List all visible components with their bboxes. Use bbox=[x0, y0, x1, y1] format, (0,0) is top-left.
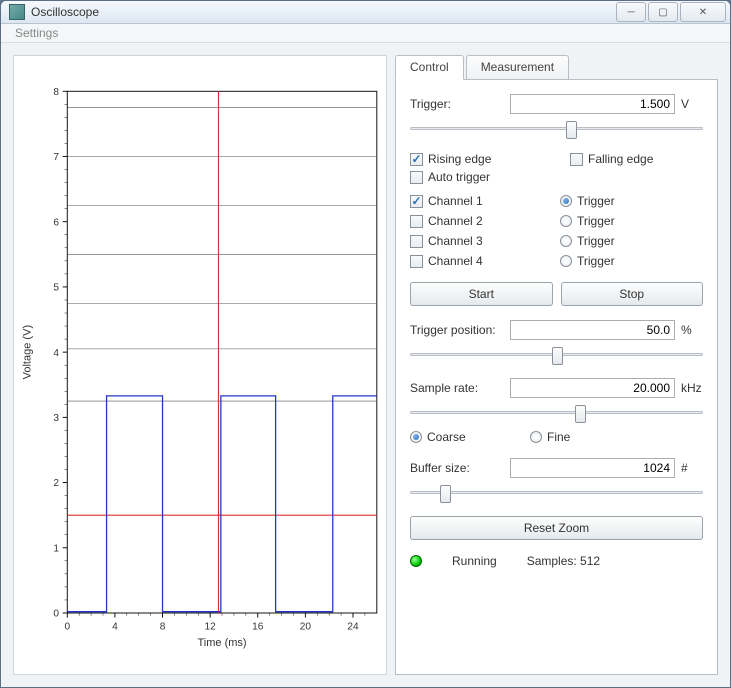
buffer-slider[interactable] bbox=[410, 482, 703, 502]
window-title: Oscilloscope bbox=[31, 5, 614, 19]
stop-button[interactable]: Stop bbox=[561, 282, 704, 306]
trigger-ch3-radio[interactable]: Trigger bbox=[560, 234, 670, 248]
svg-text:4: 4 bbox=[53, 348, 59, 359]
svg-text:4: 4 bbox=[112, 622, 118, 633]
auto-trigger-label: Auto trigger bbox=[428, 170, 490, 184]
minimize-button[interactable]: ─ bbox=[616, 2, 646, 22]
oscilloscope-plot[interactable]: 01234567804812162024Time (ms)Voltage (V) bbox=[13, 55, 387, 675]
menubar: Settings bbox=[1, 24, 730, 43]
channel-3-checkbox[interactable]: Channel 3 bbox=[410, 234, 520, 248]
application-window: Oscilloscope ─ ▢ ✕ Settings 012345678048… bbox=[0, 0, 731, 688]
channel-2-checkbox[interactable]: Channel 2 bbox=[410, 214, 520, 228]
tab-control[interactable]: Control bbox=[395, 55, 464, 80]
channel-trigger-column: Trigger Trigger Trigger Trigger bbox=[560, 194, 670, 268]
svg-text:0: 0 bbox=[64, 622, 70, 633]
trigpos-input[interactable] bbox=[510, 320, 675, 340]
running-led-icon bbox=[410, 555, 422, 567]
coarse-radio[interactable]: Coarse bbox=[410, 430, 480, 444]
tab-bar: Control Measurement bbox=[395, 55, 718, 79]
trigger-ch1-radio[interactable]: Trigger bbox=[560, 194, 670, 208]
svg-text:7: 7 bbox=[53, 152, 59, 163]
svg-text:16: 16 bbox=[252, 622, 264, 633]
falling-edge-label: Falling edge bbox=[588, 152, 653, 166]
close-button[interactable]: ✕ bbox=[680, 2, 726, 22]
svg-text:6: 6 bbox=[53, 217, 59, 228]
svg-text:1: 1 bbox=[53, 543, 59, 554]
svg-text:Voltage (V): Voltage (V) bbox=[22, 325, 34, 379]
rising-edge-checkbox[interactable]: Rising edge bbox=[410, 152, 520, 166]
falling-edge-checkbox[interactable]: Falling edge bbox=[570, 152, 680, 166]
channel-1-checkbox[interactable]: Channel 1 bbox=[410, 194, 520, 208]
samplerate-unit: kHz bbox=[675, 381, 703, 395]
samples-text: Samples: 512 bbox=[527, 554, 600, 568]
channel-4-checkbox[interactable]: Channel 4 bbox=[410, 254, 520, 268]
rising-edge-label: Rising edge bbox=[428, 152, 491, 166]
start-button[interactable]: Start bbox=[410, 282, 553, 306]
svg-text:12: 12 bbox=[205, 622, 217, 633]
content-area: 01234567804812162024Time (ms)Voltage (V)… bbox=[1, 43, 730, 687]
auto-trigger-checkbox[interactable]: Auto trigger bbox=[410, 170, 520, 184]
buffer-unit: # bbox=[675, 461, 703, 475]
maximize-button[interactable]: ▢ bbox=[648, 2, 678, 22]
tab-panel-control: Trigger: V Rising edge Falling edge Auto… bbox=[395, 79, 718, 675]
trigger-slider[interactable] bbox=[410, 118, 703, 138]
svg-text:24: 24 bbox=[347, 622, 359, 633]
trigpos-label: Trigger position: bbox=[410, 323, 510, 337]
reset-zoom-button[interactable]: Reset Zoom bbox=[410, 516, 703, 540]
trigger-input[interactable] bbox=[510, 94, 675, 114]
samplerate-label: Sample rate: bbox=[410, 381, 510, 395]
trigger-ch4-radio[interactable]: Trigger bbox=[560, 254, 670, 268]
status-text: Running bbox=[452, 554, 497, 568]
plot-svg: 01234567804812162024Time (ms)Voltage (V) bbox=[14, 56, 386, 674]
svg-text:0: 0 bbox=[53, 609, 59, 620]
svg-text:3: 3 bbox=[53, 413, 59, 424]
channel-enable-column: Channel 1 Channel 2 Channel 3 Channel 4 bbox=[410, 194, 520, 268]
samplerate-slider[interactable] bbox=[410, 402, 703, 422]
trigger-unit: V bbox=[675, 97, 703, 111]
menu-settings[interactable]: Settings bbox=[7, 24, 66, 42]
trigger-ch2-radio[interactable]: Trigger bbox=[560, 214, 670, 228]
svg-text:5: 5 bbox=[53, 283, 59, 294]
app-icon bbox=[9, 4, 25, 20]
trigger-label: Trigger: bbox=[410, 97, 510, 111]
svg-text:20: 20 bbox=[300, 622, 312, 633]
trigpos-slider[interactable] bbox=[410, 344, 703, 364]
buffer-input[interactable] bbox=[510, 458, 675, 478]
svg-text:8: 8 bbox=[160, 622, 166, 633]
trigpos-unit: % bbox=[675, 323, 703, 337]
svg-text:Time (ms): Time (ms) bbox=[197, 637, 246, 649]
svg-text:8: 8 bbox=[53, 87, 59, 98]
fine-radio[interactable]: Fine bbox=[530, 430, 640, 444]
titlebar[interactable]: Oscilloscope ─ ▢ ✕ bbox=[1, 1, 730, 24]
svg-text:2: 2 bbox=[53, 478, 59, 489]
samplerate-input[interactable] bbox=[510, 378, 675, 398]
buffer-label: Buffer size: bbox=[410, 461, 510, 475]
side-panel: Control Measurement Trigger: V Rising ed… bbox=[395, 55, 718, 675]
tab-measurement[interactable]: Measurement bbox=[466, 55, 569, 79]
